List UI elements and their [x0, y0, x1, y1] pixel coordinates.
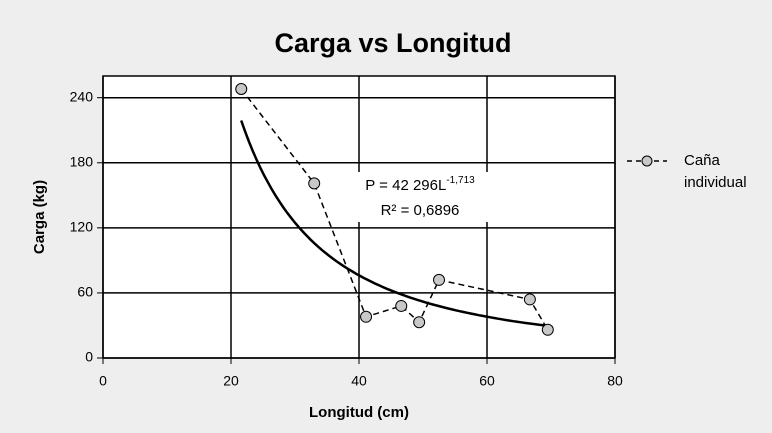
plot-border [102, 75, 616, 359]
x-tick-label: 80 [607, 373, 623, 389]
marks [235, 83, 554, 336]
data-point [433, 273, 445, 286]
data-point [541, 323, 554, 336]
legend-label: Caña individual [684, 152, 747, 191]
y-tick-label: 0 [85, 349, 93, 365]
x-tick-label: 0 [99, 373, 107, 389]
data-point [523, 293, 536, 306]
x-tick-label: 20 [223, 373, 239, 389]
y-tick-label: 180 [70, 153, 94, 169]
y-tick-label: 240 [70, 88, 94, 104]
x-tick-label: 40 [351, 373, 367, 389]
equation: P = 42 296L-1,713 [365, 175, 475, 194]
chart-title: Carga vs Longitud [274, 28, 511, 58]
data-point [413, 316, 426, 329]
data-point [360, 310, 373, 323]
legend-symbol [641, 155, 653, 167]
trendline [240, 120, 548, 328]
equation-text: P = 42 296L [365, 177, 446, 194]
y-axis-label: Carga (kg) [31, 180, 48, 254]
x-axis-label: Longitud (cm) [309, 404, 409, 421]
y-tick-label: 60 [77, 284, 93, 300]
r-squared: R² = 0,6896 [381, 202, 460, 219]
x-tick-label: 60 [479, 373, 495, 389]
data-point [395, 299, 408, 312]
data-point [308, 177, 321, 190]
equation-exponent: -1,713 [446, 175, 475, 186]
series-line [240, 88, 549, 331]
data-point [235, 83, 248, 96]
y-tick-label: 120 [70, 219, 94, 235]
equation-box [342, 172, 498, 222]
